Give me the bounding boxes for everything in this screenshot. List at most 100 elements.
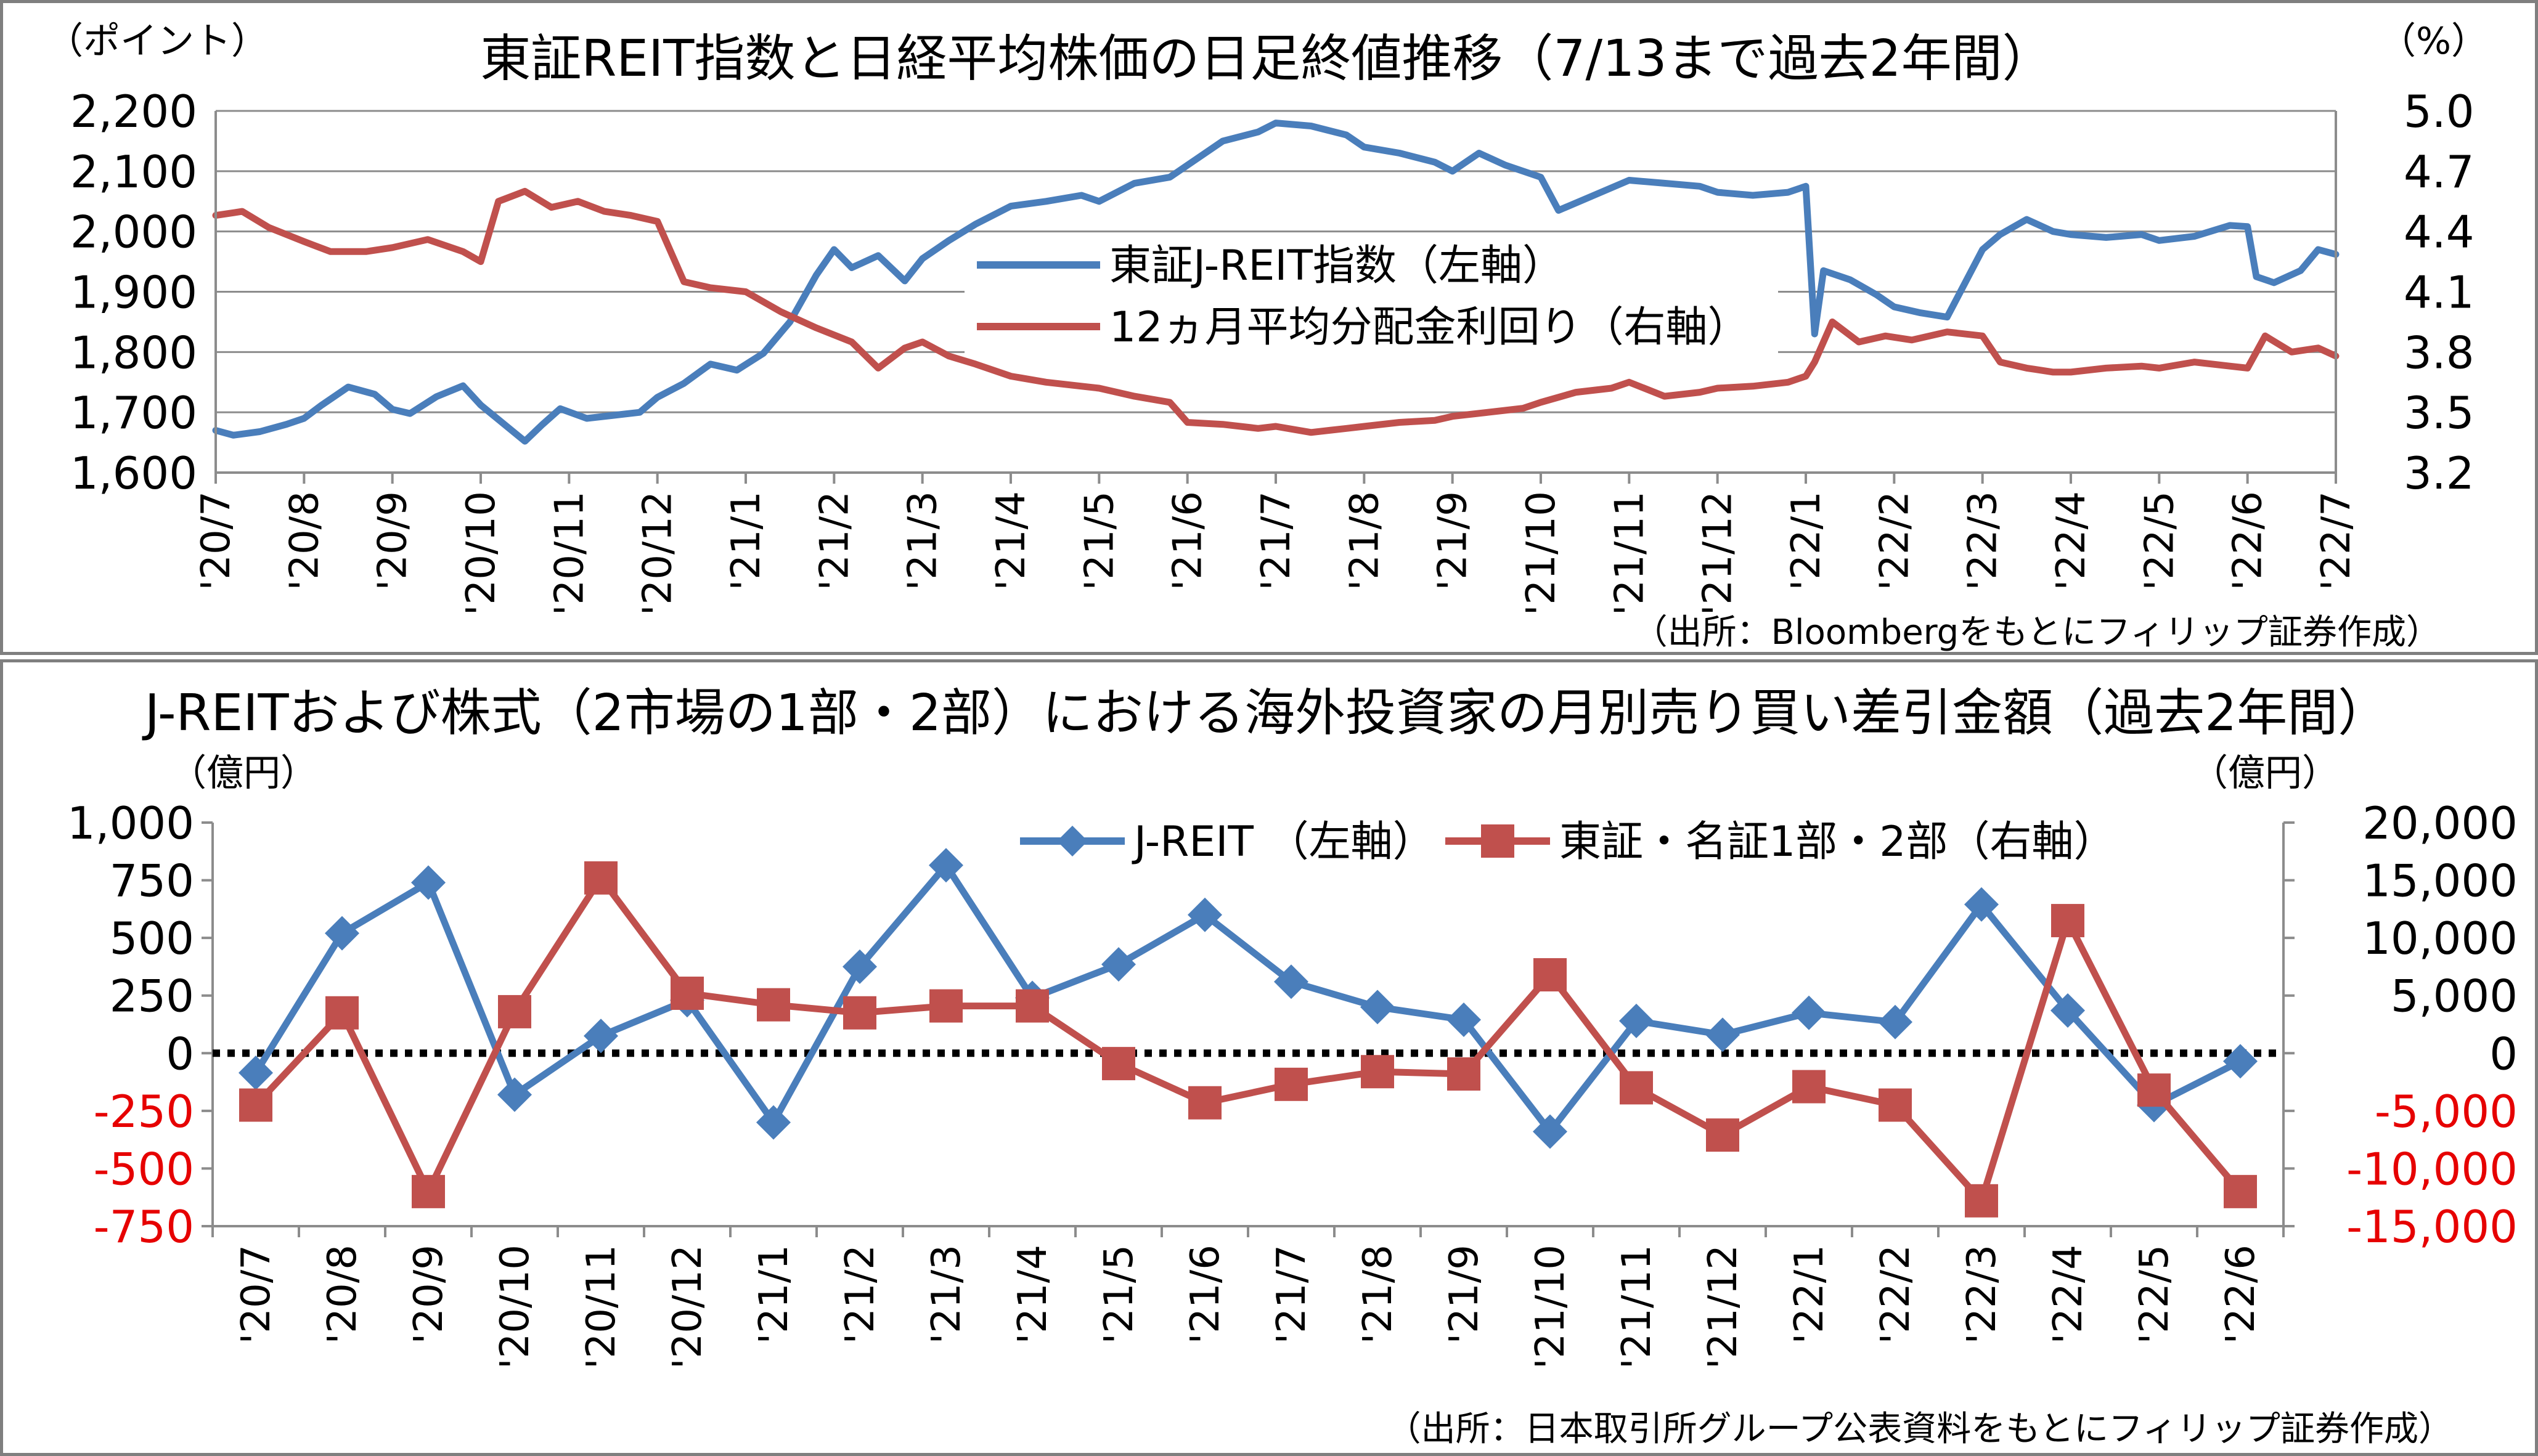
x-tick-label: '22/6: [2226, 491, 2271, 590]
x-tick-label: '21/12: [1695, 491, 1741, 616]
x-tick-label: '21/11: [1614, 1245, 1660, 1369]
right-axis-unit: （億円）: [2191, 752, 2339, 795]
series-line-jreit: [253, 861, 2242, 1135]
y-tick-label-left: 1,900: [70, 267, 197, 319]
y-tick-label-right: 20,000: [2362, 797, 2518, 849]
x-tick-label: '21/5: [1096, 1245, 1142, 1344]
data-point-jreit: [1878, 1004, 1912, 1039]
legend-label-jreit: J-REIT （左軸）: [1132, 818, 1435, 866]
x-tick-label: '20/7: [194, 491, 239, 590]
y-ticks-left: 1,600 1,700 1,800 1,900 2,000 2,100 2,200: [70, 86, 197, 499]
series-line-stocks: [253, 874, 2243, 1205]
y-tick-label-left: 2,200: [70, 86, 197, 137]
data-point-stocks: [412, 1174, 445, 1208]
data-point-stocks: [1447, 1057, 1480, 1091]
x-tick-label: '20/7: [234, 1245, 279, 1344]
series-lines: [212, 120, 2340, 445]
y-tick-label-left: -750: [94, 1201, 194, 1253]
y-tick-label-right: 3.5: [2404, 387, 2475, 439]
x-tick-label: '20/9: [406, 1245, 452, 1344]
data-point-jreit: [1964, 887, 1999, 922]
x-tick-label: '21/8: [1342, 491, 1387, 590]
x-tick-label: '20/8: [282, 491, 327, 590]
x-tick-label: '20/12: [665, 1245, 711, 1369]
source-note: （出所：Bloombergをもとにフィリップ証券作成）: [1633, 612, 2441, 652]
x-tick-label: '22/3: [1961, 491, 2006, 590]
y-tick-label-right: 10,000: [2362, 913, 2518, 964]
x-tick-label: '21/3: [924, 1245, 969, 1344]
data-point-jreit: [2223, 1044, 2258, 1079]
x-tick-label: '21/4: [989, 491, 1034, 590]
y-tick-label-left: 2,100: [70, 146, 197, 198]
chart-title: J-REITおよび株式（2市場の1部・2部）における海外投資家の月別売り買い差引…: [142, 684, 2389, 742]
x-tick-label: '20/8: [320, 1245, 365, 1344]
y-tick-label-left: 1,800: [70, 327, 197, 378]
source-note: （出所：日本取引所グループ公表資料をもとにフィリップ証券作成）: [1387, 1409, 2453, 1449]
foreign-investor-flows-chart: -750 -500 -250 0 250 500 750 1,000 -15,000 -10,0…: [67, 684, 2518, 1449]
x-tick-label: '21/11: [1607, 491, 1652, 616]
y-tick-label-left: 1,700: [70, 387, 197, 439]
x-tick-label: '20/11: [547, 491, 592, 616]
data-point-stocks: [1792, 1070, 1826, 1104]
y-tick-label-right: -5,000: [2375, 1086, 2518, 1137]
x-tick-label: '20/10: [459, 491, 504, 616]
x-tick-label: '21/1: [751, 1245, 797, 1344]
chart-panel-foreign-investors: -750 -500 -250 0 250 500 750 1,000 -15,000 -10,0…: [0, 659, 2538, 1456]
legend-marker-square: [1481, 824, 1514, 858]
data-point-stocks: [2224, 1174, 2257, 1208]
data-point-stocks: [929, 989, 963, 1023]
data-point-jreit: [1705, 1017, 1740, 1052]
x-tick-label: '21/9: [1442, 1245, 1487, 1344]
x-tick-label: '21/6: [1183, 1245, 1228, 1344]
x-tick-label: '21/2: [812, 491, 857, 590]
data-point-jreit: [1446, 1003, 1481, 1038]
data-point-stocks: [757, 988, 790, 1022]
data-point-stocks: [1620, 1071, 1653, 1105]
x-tick-label: '21/9: [1430, 491, 1476, 590]
data-point-jreit: [2050, 993, 2085, 1028]
x-tick-labels: '20/7 '20/8 '20/9 '20/10 '20/11 '20/12 '21/1 '2…: [234, 1245, 2264, 1369]
y-tick-label-left: 1,000: [67, 797, 194, 849]
x-tick-label: '22/1: [1787, 1245, 1832, 1344]
x-tick-labels: '20/7 '20/8 '20/9 '20/10 '20/11 '20/12 '21/1 '2…: [194, 491, 2359, 616]
y-tick-label-left: 1,600: [70, 447, 197, 499]
x-tick-label: '22/5: [2137, 491, 2182, 590]
x-tick-label: '21/5: [1077, 491, 1122, 590]
x-tick-label: '21/6: [1165, 491, 1211, 590]
data-point-stocks: [584, 861, 618, 895]
x-tick-label: '21/2: [838, 1245, 883, 1344]
y-tick-label-right: 4.4: [2404, 206, 2475, 258]
chart-panel-reit-index: 1,600 1,700 1,800 1,900 2,000 2,100 2,200 3.2 3…: [0, 0, 2538, 655]
data-point-jreit: [1101, 947, 1136, 982]
x-tick-label: '22/5: [2132, 1245, 2177, 1344]
y-tick-label-right: 4.1: [2404, 267, 2475, 319]
x-tick-label: '22/3: [1959, 1245, 2005, 1344]
data-point-jreit: [929, 848, 963, 883]
x-tick-label: '21/8: [1355, 1245, 1401, 1344]
y-tick-label-right: -10,000: [2346, 1143, 2518, 1195]
left-axis-unit: （ポイント）: [46, 20, 268, 63]
y-tick-label-right: 5,000: [2391, 970, 2518, 1022]
x-tick-label: '21/3: [900, 491, 946, 590]
y-tick-label-right: 5.0: [2404, 86, 2475, 137]
data-point-jreit: [325, 916, 359, 951]
x-tick-label: '22/2: [1872, 491, 1917, 590]
x-tick-label: '21/4: [1010, 1245, 1056, 1344]
left-axis-unit: （億円）: [169, 752, 317, 795]
legend-label-yield: 12ヵ月平均分配金利回り（右軸）: [1109, 303, 1750, 352]
legend-label-stocks: 東証・名証1部・2部（右軸）: [1559, 818, 2116, 866]
series-line-dividend-yield: [212, 187, 2340, 436]
legend-box: [1014, 813, 2148, 869]
y-tick-label-right: 3.8: [2404, 327, 2475, 378]
data-point-jreit: [1792, 995, 1826, 1030]
data-point-stocks: [498, 994, 531, 1028]
y-tick-label-right: 4.7: [2404, 146, 2475, 198]
y-tick-label-left: 750: [110, 855, 194, 907]
data-point-jreit: [497, 1077, 532, 1112]
y-tick-label-left: 0: [166, 1028, 194, 1080]
data-point-jreit: [1533, 1114, 1567, 1149]
x-tick-label: '20/11: [579, 1245, 624, 1369]
data-point-stocks: [1016, 989, 1049, 1023]
data-point-jreit: [411, 865, 446, 900]
